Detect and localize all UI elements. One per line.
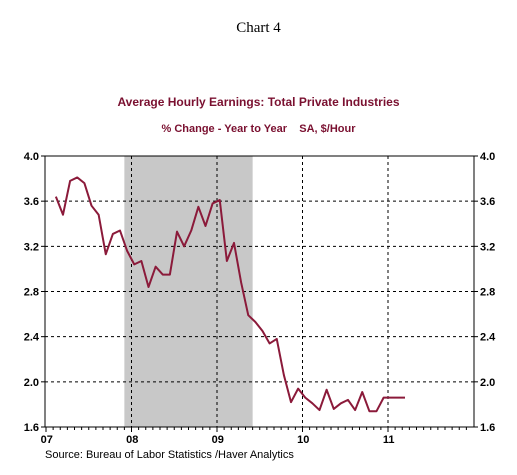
y-tick-label-left: 1.6 (24, 422, 39, 434)
y-tick-label-right: 4.0 (480, 151, 495, 163)
y-tick-label-left: 2.8 (24, 287, 39, 299)
page-heading: Chart 4 (236, 20, 281, 36)
plot-frame (44, 155, 475, 428)
y-tick-label-left: 2.0 (24, 377, 39, 389)
x-tick-label: 07 (41, 434, 53, 446)
y-tick-label-right: 2.8 (480, 287, 495, 299)
y-tick-label-left: 3.6 (24, 196, 39, 208)
chart-title: Average Hourly Earnings: Total Private I… (117, 95, 400, 109)
y-tick-label-right: 3.6 (480, 196, 495, 208)
chart-subtitle: % Change - Year to Year SA, $/Hour (161, 123, 356, 135)
tick-layer: 4.0 4.0 3.6 3.6 3.2 3.2 2.8 2.8 2.4 2.4 2.0 2.0 1.6 1… (24, 151, 496, 446)
series-layer (54, 176, 405, 413)
x-tick-label: 09 (212, 434, 224, 446)
y-tick-label-right: 3.2 (480, 241, 495, 253)
x-tick-label: 10 (297, 434, 309, 446)
series-line (54, 176, 405, 413)
y-tick-label-left: 4.0 (24, 151, 39, 163)
y-tick-label-left: 2.4 (24, 332, 40, 344)
source-note: Source: Bureau of Labor Statistics /Have… (45, 449, 294, 461)
y-tick-label-left: 3.2 (24, 241, 39, 253)
grid-layer (45, 156, 474, 427)
y-tick-label-right: 1.6 (480, 422, 495, 434)
x-tick-label: 08 (126, 434, 138, 446)
y-tick-label-right: 2.0 (480, 377, 495, 389)
y-tick-label-right: 2.4 (480, 332, 496, 344)
x-tick-label: 11 (383, 434, 395, 446)
